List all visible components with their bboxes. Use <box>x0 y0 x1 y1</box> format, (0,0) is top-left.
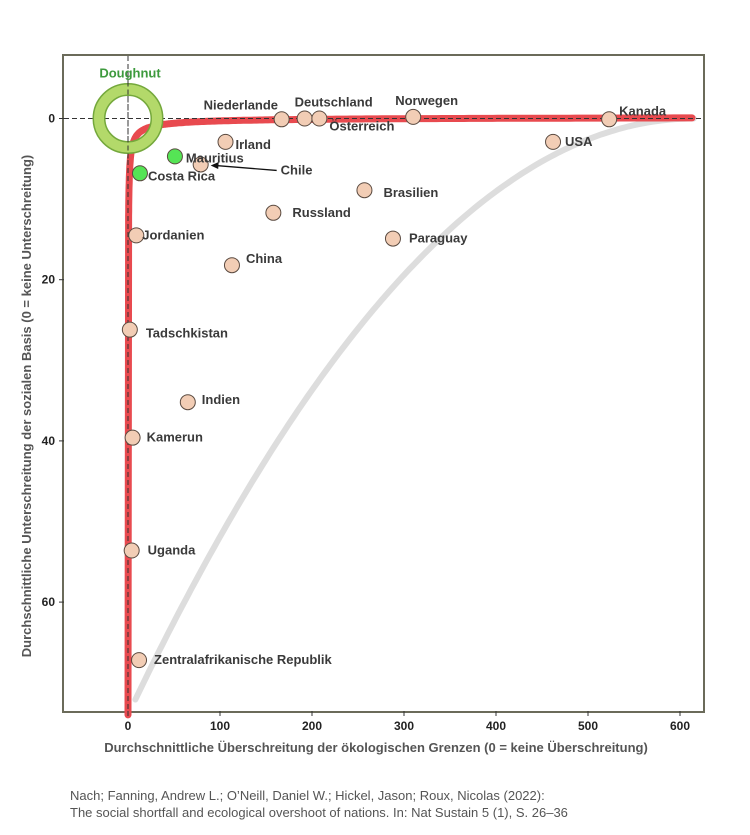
source-line-2: The social shortfall and ecological over… <box>70 805 568 820</box>
point-usa <box>545 133 562 150</box>
point-label: Chile <box>281 162 313 177</box>
point-label: Mauritius <box>186 150 244 165</box>
point-label: Irland <box>236 137 271 152</box>
x-tick-label: 600 <box>670 719 690 733</box>
data-labels: Kanada USA Norwegen Deutschland Österreich Ni… <box>142 93 667 667</box>
point-costa-rica <box>131 165 148 182</box>
y-tick-label: 0 <box>48 112 55 126</box>
point-label: Norwegen <box>395 93 458 108</box>
chile-pointer-line <box>214 164 277 172</box>
y-tick-label: 40 <box>42 434 56 448</box>
point-label: Brasilien <box>383 185 438 200</box>
source-citation: Nach; Fanning, Andrew L.; O’Neill, Danie… <box>70 787 568 821</box>
point-indien <box>179 394 196 411</box>
point-niederlande <box>273 111 290 128</box>
point-label: China <box>246 251 283 266</box>
x-axis-label: Durchschnittliche Überschreitung der öko… <box>104 740 648 755</box>
point-label: Jordanien <box>142 227 204 242</box>
point-tadschkistan <box>121 321 138 338</box>
point-irland <box>217 133 234 150</box>
point-russland <box>265 204 282 221</box>
point-deutschland <box>296 110 313 127</box>
x-tick-label: 200 <box>302 719 322 733</box>
point-mauritius <box>166 148 183 165</box>
x-tick-label: 400 <box>486 719 506 733</box>
point-label: Tadschkistan <box>146 326 228 341</box>
point-uganda <box>123 542 140 559</box>
point-chile <box>192 156 209 173</box>
x-tick-label: 0 <box>125 719 132 733</box>
y-tick-label: 60 <box>42 595 56 609</box>
point-zentralafrikanische-republik <box>131 652 148 669</box>
point-norwegen <box>405 108 422 125</box>
point-label: Indien <box>202 392 240 407</box>
source-line-1: Nach; Fanning, Andrew L.; O’Neill, Danie… <box>70 788 545 803</box>
red-trend-curve <box>124 114 696 719</box>
y-axis-label: Durchschnittliche Unterschreitung der so… <box>19 155 34 657</box>
doughnut-group: Doughnut <box>92 66 164 164</box>
point-paraguay <box>384 230 401 247</box>
x-tick-label: 300 <box>394 719 414 733</box>
point-label: USA <box>565 134 593 149</box>
point-kamerun <box>124 429 141 446</box>
plot-area-frame <box>62 54 705 713</box>
point-label: Paraguay <box>409 231 468 246</box>
point-label: Kanada <box>619 103 667 118</box>
doughnut-label: Doughnut <box>99 66 161 81</box>
point-label: Zentralafrikanische Republik <box>154 652 332 667</box>
point-österreich <box>311 110 328 127</box>
x-tick-label: 500 <box>578 719 598 733</box>
curves-layer <box>124 114 697 719</box>
point-label: Kamerun <box>147 430 203 445</box>
reference-lines <box>64 56 703 711</box>
chile-pointer-arrowhead <box>210 161 219 169</box>
point-label: Österreich <box>329 119 394 134</box>
axis-ticks: 0 100 200 300 400 500 600 0 20 40 60 <box>42 112 691 734</box>
point-label: Uganda <box>148 543 196 558</box>
point-label: Deutschland <box>295 95 373 110</box>
scatter-chart: Doughnut 0 100 200 300 400 500 600 0 20 40 60 Kana… <box>19 54 705 755</box>
data-points <box>121 108 618 669</box>
point-label: Costa Rica <box>148 168 216 183</box>
point-brasilien <box>356 182 373 199</box>
gray-reference-curve <box>132 115 697 703</box>
point-china <box>223 257 240 274</box>
point-label: Russland <box>292 205 351 220</box>
y-tick-label: 20 <box>42 273 56 287</box>
x-tick-label: 100 <box>210 719 230 733</box>
point-jordanien <box>128 227 145 244</box>
point-kanada <box>601 111 618 128</box>
point-label: Niederlande <box>204 97 278 112</box>
